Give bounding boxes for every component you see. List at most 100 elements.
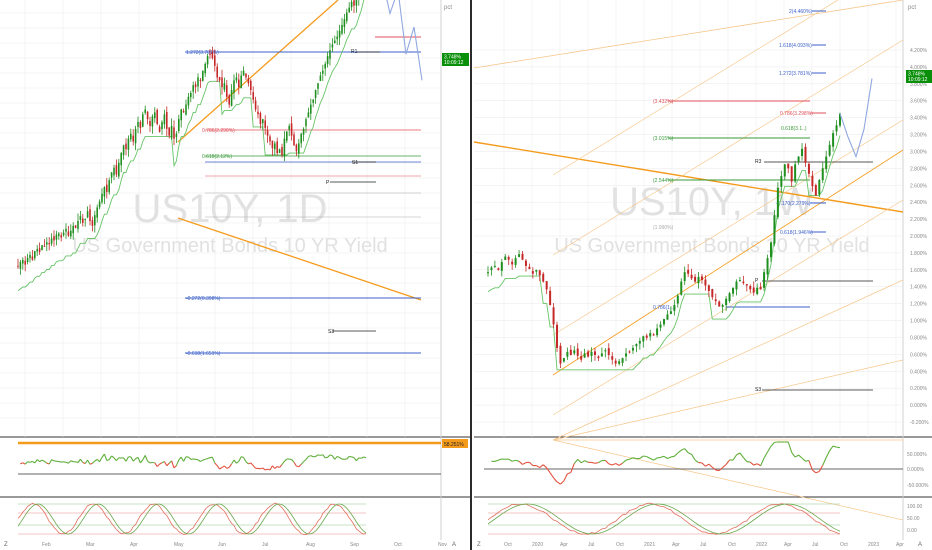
candle[interactable] bbox=[62, 232, 65, 236]
candle[interactable] bbox=[718, 301, 721, 307]
candle[interactable] bbox=[84, 219, 86, 221]
candle[interactable] bbox=[511, 261, 514, 265]
candle[interactable] bbox=[211, 51, 214, 59]
candle[interactable] bbox=[635, 344, 638, 347]
candle[interactable] bbox=[811, 175, 814, 187]
candle[interactable] bbox=[776, 187, 779, 217]
candle[interactable] bbox=[604, 350, 607, 352]
candle[interactable] bbox=[524, 260, 527, 266]
candle[interactable] bbox=[233, 80, 235, 93]
candle[interactable] bbox=[197, 77, 199, 87]
candle[interactable] bbox=[656, 328, 659, 336]
candle[interactable] bbox=[324, 63, 326, 69]
candle[interactable] bbox=[53, 236, 55, 241]
candle[interactable] bbox=[283, 138, 286, 157]
candle[interactable] bbox=[252, 92, 254, 100]
candle[interactable] bbox=[60, 235, 62, 238]
candle[interactable] bbox=[673, 305, 676, 311]
candle[interactable] bbox=[132, 135, 134, 142]
candle[interactable] bbox=[72, 225, 74, 234]
candle[interactable] bbox=[209, 53, 211, 55]
candle[interactable] bbox=[41, 245, 43, 251]
candle[interactable] bbox=[518, 254, 521, 257]
right-fib-levels[interactable] bbox=[668, 10, 873, 391]
left-candles[interactable] bbox=[17, 0, 367, 275]
candle[interactable] bbox=[310, 104, 312, 114]
candle[interactable] bbox=[336, 36, 338, 40]
candle[interactable] bbox=[178, 119, 180, 132]
candle[interactable] bbox=[103, 187, 106, 197]
candle[interactable] bbox=[631, 347, 634, 351]
candle[interactable] bbox=[341, 25, 343, 34]
candle[interactable] bbox=[804, 146, 807, 163]
candle[interactable] bbox=[514, 258, 517, 265]
candle[interactable] bbox=[31, 256, 34, 260]
candle[interactable] bbox=[618, 361, 621, 364]
candle[interactable] bbox=[545, 281, 548, 290]
candle[interactable] bbox=[96, 207, 98, 218]
candle[interactable] bbox=[573, 350, 576, 354]
candle[interactable] bbox=[288, 125, 290, 130]
candle[interactable] bbox=[687, 269, 690, 274]
candle[interactable] bbox=[326, 56, 329, 65]
candle[interactable] bbox=[110, 172, 113, 178]
right-pitchfork-handle[interactable] bbox=[473, 141, 904, 213]
candle[interactable] bbox=[552, 307, 555, 325]
candle[interactable] bbox=[732, 287, 735, 294]
candle[interactable] bbox=[125, 143, 127, 150]
candle[interactable] bbox=[797, 156, 800, 163]
candle[interactable] bbox=[302, 128, 305, 135]
candle[interactable] bbox=[190, 92, 192, 98]
candle[interactable] bbox=[130, 133, 132, 140]
candle[interactable] bbox=[139, 121, 142, 128]
candle[interactable] bbox=[274, 143, 276, 150]
candle[interactable] bbox=[704, 279, 707, 286]
candle[interactable] bbox=[202, 70, 204, 81]
right-channel-lines[interactable] bbox=[552, 0, 904, 521]
candle[interactable] bbox=[180, 109, 182, 121]
candle[interactable] bbox=[127, 138, 130, 150]
candle[interactable] bbox=[77, 221, 79, 229]
candle[interactable] bbox=[82, 218, 84, 223]
left-corner-a[interactable]: A bbox=[452, 542, 456, 548]
candle[interactable] bbox=[166, 111, 168, 129]
candle[interactable] bbox=[312, 99, 314, 103]
candle[interactable] bbox=[175, 133, 178, 138]
candle[interactable] bbox=[262, 119, 264, 124]
candle[interactable] bbox=[666, 314, 669, 320]
candle[interactable] bbox=[783, 164, 786, 177]
candle[interactable] bbox=[549, 290, 552, 305]
channel-line[interactable] bbox=[552, 359, 904, 441]
right-pitchfork-tine[interactable] bbox=[473, 0, 904, 69]
candle[interactable] bbox=[825, 156, 828, 170]
candle[interactable] bbox=[787, 163, 790, 169]
candle[interactable] bbox=[34, 251, 36, 259]
candle[interactable] bbox=[745, 284, 748, 286]
candle[interactable] bbox=[490, 267, 493, 270]
candle[interactable] bbox=[214, 55, 216, 66]
candle[interactable] bbox=[194, 84, 197, 88]
candle[interactable] bbox=[766, 258, 769, 275]
candle[interactable] bbox=[204, 63, 206, 74]
candle[interactable] bbox=[89, 209, 91, 221]
candle[interactable] bbox=[329, 50, 331, 59]
candle[interactable] bbox=[242, 70, 245, 76]
left-pitchfork-lower[interactable] bbox=[177, 217, 422, 301]
candle[interactable] bbox=[676, 295, 679, 304]
candle[interactable] bbox=[790, 166, 793, 182]
candle[interactable] bbox=[683, 272, 686, 282]
candle[interactable] bbox=[714, 299, 717, 302]
candle[interactable] bbox=[500, 262, 503, 271]
candle[interactable] bbox=[600, 353, 603, 357]
candle[interactable] bbox=[254, 100, 257, 110]
candle[interactable] bbox=[305, 119, 307, 127]
candle[interactable] bbox=[149, 120, 151, 126]
candle[interactable] bbox=[113, 167, 115, 176]
channel-line[interactable] bbox=[552, 39, 904, 256]
candle[interactable] bbox=[628, 351, 631, 353]
candle[interactable] bbox=[19, 261, 22, 269]
candle[interactable] bbox=[659, 324, 662, 328]
candle[interactable] bbox=[151, 116, 154, 127]
candle[interactable] bbox=[738, 280, 741, 282]
candle[interactable] bbox=[742, 281, 745, 284]
